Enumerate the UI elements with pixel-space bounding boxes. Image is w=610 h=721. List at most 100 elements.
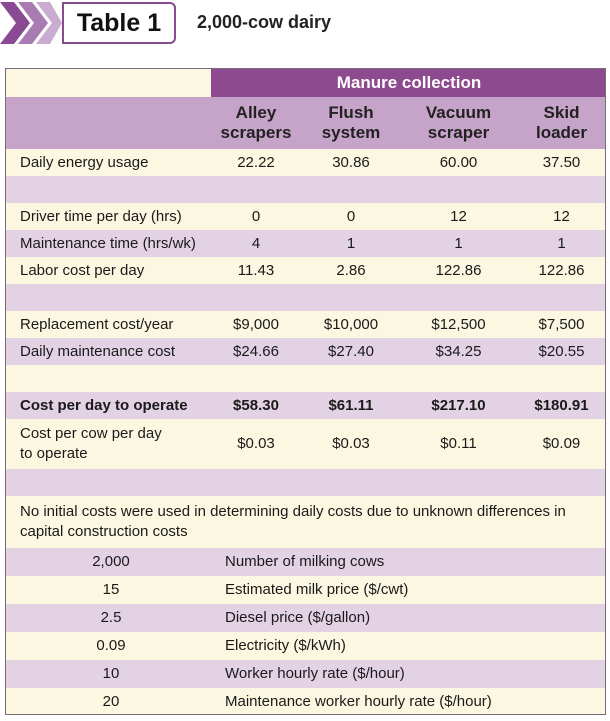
column-header-line: Vacuum — [425, 103, 492, 122]
row-background — [6, 176, 605, 203]
row-value: 60.00 — [439, 153, 478, 171]
row-value: 1 — [454, 234, 463, 252]
row-value: 1 — [346, 234, 356, 252]
row-label-line: Maintenance time (hrs/wk) — [20, 234, 196, 252]
parameter-label: Maintenance worker hourly rate ($/hour) — [225, 693, 492, 710]
row-background — [6, 419, 605, 469]
row-label: Driver time per day (hrs) — [6, 203, 211, 230]
table-subtitle: 2,000-cow dairy — [197, 12, 332, 32]
row-label: Replacement cost/year — [6, 311, 211, 338]
row-value: 30.86 — [332, 153, 370, 171]
column-header-line: scraper — [427, 123, 490, 142]
row-background — [6, 257, 605, 284]
row-value: $217.10 — [431, 396, 486, 414]
row-value: $10,000 — [323, 315, 379, 333]
row-value: 22.22 — [237, 153, 275, 171]
parameter-value: 20 — [102, 693, 120, 710]
row-label-line: Cost per day to operate — [20, 396, 188, 414]
row-value: 4 — [251, 234, 261, 252]
row-background — [6, 97, 605, 149]
row-background — [6, 604, 605, 632]
data-table: Manure collection Alley scrapers Flush syste… — [5, 68, 606, 715]
row-value: 122.86 — [538, 261, 585, 279]
row-label: Daily energy usage — [6, 149, 211, 176]
row-value: $61.11 — [328, 396, 374, 414]
parameter-label: Estimated milk price ($/cwt) — [225, 581, 409, 598]
row-value: $0.11 — [440, 435, 477, 452]
row-value: $20.55 — [538, 342, 585, 360]
column-header-line: loader — [535, 123, 588, 142]
row-background — [6, 365, 605, 392]
row-label-line: Replacement cost/year — [20, 315, 174, 333]
row-value: 12 — [553, 207, 570, 225]
row-value: $34.25 — [435, 342, 482, 360]
row-value: $0.03 — [332, 435, 370, 452]
row-value: 2.86 — [336, 261, 366, 279]
row-value: 37.50 — [542, 153, 581, 171]
row-background — [6, 469, 605, 496]
column-header-line: Alley — [235, 103, 277, 122]
row-label-line: Daily maintenance cost — [20, 342, 176, 360]
parameter-value: 2,000 — [92, 553, 130, 570]
column-header-line: system — [321, 123, 381, 142]
row-value: $0.09 — [542, 435, 581, 452]
table-title: Table 1 — [62, 2, 176, 44]
column-header-line: Flush — [328, 103, 374, 122]
row-value: 1 — [557, 234, 566, 252]
row-value: 122.86 — [435, 261, 482, 279]
row-label: Cost per cow per day to operate — [6, 419, 211, 469]
row-value: $9,000 — [233, 315, 279, 333]
row-background — [6, 149, 605, 176]
parameter-value: 2.5 — [100, 609, 122, 626]
row-label-line: Cost per cow per day — [20, 425, 162, 442]
row-value: $180.91 — [534, 396, 589, 414]
column-header-line: Skid — [543, 103, 580, 122]
row-label: Cost per day to operate — [6, 392, 211, 419]
parameter-label: Electricity ($/kWh) — [225, 637, 346, 654]
row-label-line: to operate — [20, 445, 88, 462]
table-note: No initial costs were used in determinin… — [20, 503, 566, 540]
row-background — [6, 632, 605, 660]
row-value: 12 — [450, 207, 467, 225]
row-background — [6, 576, 605, 604]
row-value: $27.40 — [328, 342, 374, 360]
chevron-icon — [0, 2, 62, 44]
group-header: Manure collection — [211, 69, 605, 97]
parameter-label: Number of milking cows — [225, 553, 385, 570]
column-header: Alley scrapers — [211, 97, 301, 149]
row-value: $7,500 — [538, 315, 585, 333]
row-label-line: Labor cost per day — [20, 261, 145, 279]
row-background — [6, 203, 605, 230]
row-background — [6, 230, 605, 257]
row-background — [6, 548, 605, 576]
row-label-line: Driver time per day (hrs) — [20, 207, 182, 225]
row-background — [6, 392, 605, 419]
row-value: $24.66 — [233, 342, 279, 360]
parameter-value: 10 — [102, 665, 120, 682]
parameter-value: 0.09 — [96, 637, 126, 654]
row-label: Daily maintenance cost — [6, 338, 211, 365]
row-value: $12,500 — [431, 315, 486, 333]
row-value: $0.03 — [237, 435, 275, 452]
parameter-value: 15 — [102, 581, 120, 598]
row-background — [6, 311, 605, 338]
row-value: 0 — [251, 207, 261, 225]
row-value: 0 — [346, 207, 356, 225]
column-header: Vacuum scraper — [401, 97, 516, 149]
row-label-line: Daily energy usage — [20, 153, 149, 171]
row-label: Maintenance time (hrs/wk) — [6, 230, 211, 257]
column-header: Flush system — [301, 97, 401, 149]
row-label: Labor cost per day — [6, 257, 211, 284]
column-header-line: scrapers — [220, 123, 292, 142]
row-background — [6, 496, 605, 548]
row-value: $58.30 — [233, 396, 279, 414]
row-background — [6, 284, 605, 311]
row-background — [6, 688, 605, 714]
parameter-label: Worker hourly rate ($/hour) — [225, 665, 405, 682]
parameter-label: Diesel price ($/gallon) — [225, 609, 371, 626]
column-header: Skid loader — [516, 97, 605, 149]
row-background — [6, 338, 605, 365]
row-value: 11.43 — [237, 261, 275, 279]
row-background — [6, 660, 605, 688]
